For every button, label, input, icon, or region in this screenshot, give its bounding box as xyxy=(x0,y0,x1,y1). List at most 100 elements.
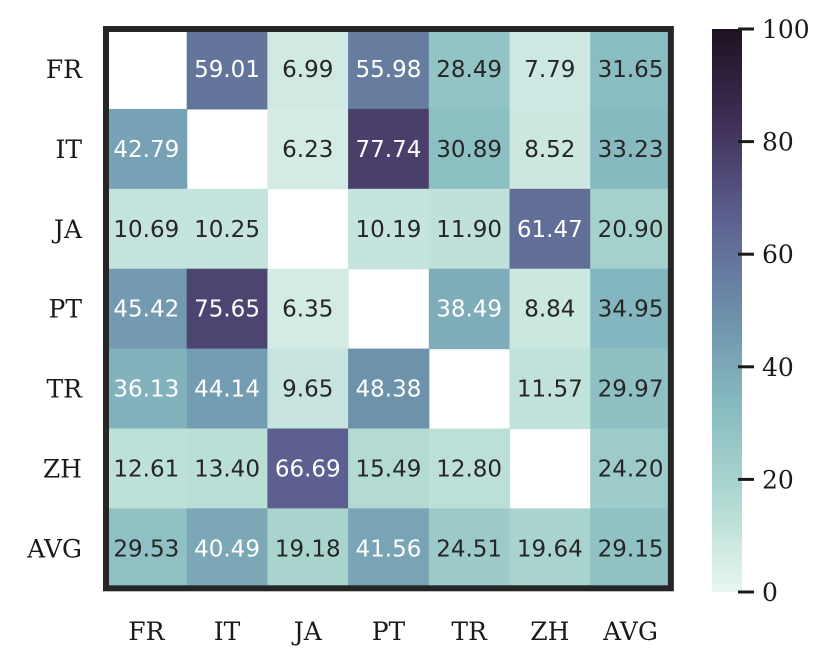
cell-value-label: 8.52 xyxy=(524,137,575,163)
cell-value-label: 10.19 xyxy=(356,217,422,243)
heatmap-cell-tr-ja xyxy=(267,348,349,430)
cell-value-label: 45.42 xyxy=(113,297,179,323)
heatmap-cell-avg-fr xyxy=(106,508,188,589)
cell-value-label: 28.49 xyxy=(436,57,502,83)
heatmap-cell-tr-zh xyxy=(509,348,591,430)
heatmap-cell-avg-pt xyxy=(348,508,430,589)
heatmap-cell-pt-zh xyxy=(509,268,591,350)
cell-value-label: 19.64 xyxy=(517,536,583,562)
heatmap-cell-ja-tr xyxy=(428,188,511,270)
cell-value-label: 10.25 xyxy=(194,217,260,243)
colorbar-tick-label: 100 xyxy=(762,15,810,44)
cell-value-label: 19.18 xyxy=(275,536,341,562)
cell-value-label: 29.15 xyxy=(598,536,664,562)
heatmap-cell-fr-ja xyxy=(267,29,349,110)
heatmap-cell-fr-avg xyxy=(590,29,672,110)
colorbar-tick-label: 0 xyxy=(762,578,778,607)
heatmap-cell-fr-pt xyxy=(348,29,430,110)
heatmap-cell-tr-it xyxy=(186,348,268,430)
heatmap-cell-zh-tr xyxy=(428,428,511,509)
heatmap-cell-ja-avg xyxy=(590,188,672,270)
heatmap-cell-ja-zh xyxy=(509,188,591,270)
heatmap-cell-pt-tr xyxy=(428,268,511,350)
heatmap-cell-it-fr xyxy=(106,108,188,190)
heatmap-cell-ja-pt xyxy=(348,188,430,270)
heatmap-cell-zh-ja xyxy=(267,428,349,509)
row-label-it: IT xyxy=(55,135,82,164)
row-label-pt: PT xyxy=(49,295,83,324)
heatmap-cell-it-avg xyxy=(590,108,672,190)
cell-value-label: 38.49 xyxy=(436,297,502,323)
row-label-avg: AVG xyxy=(26,534,82,563)
colorbar-ticks: 0 20 40 60 80 100 xyxy=(738,15,810,607)
cell-value-label: 24.51 xyxy=(436,536,502,562)
cell-value-label: 44.14 xyxy=(194,377,260,403)
heatmap-cell-pt-ja xyxy=(267,268,349,350)
cell-value-label: 20.90 xyxy=(598,217,664,243)
column-label-ja: JA xyxy=(291,617,323,646)
cell-value-label: 12.61 xyxy=(113,456,179,482)
cell-value-label: 41.56 xyxy=(356,536,422,562)
row-label-fr: FR xyxy=(46,55,83,84)
heatmap-cell-ja-it xyxy=(186,188,268,270)
cell-value-label: 36.13 xyxy=(113,377,179,403)
row-label-ja: JA xyxy=(51,215,83,244)
cell-value-label: 34.95 xyxy=(598,297,664,323)
cell-value-label: 11.90 xyxy=(436,217,502,243)
cell-value-label: 13.40 xyxy=(194,456,260,482)
colorbar-gradient xyxy=(712,29,742,592)
heatmap-cell-zh-avg xyxy=(590,428,672,509)
heatmap-cell-pt-it xyxy=(186,268,268,350)
heatmap-cell-avg-it xyxy=(186,508,268,589)
heatmap-cell-tr-avg xyxy=(590,348,672,430)
cell-value-label: 9.65 xyxy=(282,377,333,403)
column-label-fr: FR xyxy=(128,617,165,646)
heatmap-cell-tr-pt xyxy=(348,348,430,430)
cell-value-label: 31.65 xyxy=(598,57,664,83)
row-labels: FR IT JA PT TR ZH AVG xyxy=(26,55,83,563)
cell-value-label: 6.99 xyxy=(282,57,333,83)
column-label-zh: ZH xyxy=(530,617,569,646)
cell-value-label: 66.69 xyxy=(275,456,341,482)
heatmap-cell-it-tr xyxy=(428,108,511,190)
heatmap-cell-zh-fr xyxy=(106,428,188,509)
heatmap-cell-avg-ja xyxy=(267,508,349,589)
heatmap-cell-it-zh xyxy=(509,108,591,190)
colorbar-tick-label: 60 xyxy=(762,240,794,269)
heatmap-cell-fr-tr xyxy=(428,29,511,110)
heatmap-cell-avg-zh xyxy=(509,508,591,589)
column-label-tr: TR xyxy=(451,617,488,646)
cell-value-label: 8.84 xyxy=(524,297,575,323)
heatmap-cell-it-pt xyxy=(348,108,430,190)
cell-value-label: 55.98 xyxy=(356,57,422,83)
column-label-it: IT xyxy=(214,617,241,646)
colorbar-tick-label: 20 xyxy=(762,465,794,494)
cell-value-label: 33.23 xyxy=(598,137,664,163)
cell-value-label: 77.74 xyxy=(356,137,422,163)
colorbar-tick-label: 40 xyxy=(762,353,794,382)
heatmap-cell-fr-zh xyxy=(509,29,591,110)
heatmap-cell-zh-pt xyxy=(348,428,430,509)
heatmap-cell-pt-avg xyxy=(590,268,672,350)
heatmap-cell-zh-it xyxy=(186,428,268,509)
cell-value-label: 11.57 xyxy=(517,377,583,403)
cell-value-label: 42.79 xyxy=(113,137,179,163)
cell-value-label: 48.38 xyxy=(356,377,422,403)
cell-value-label: 75.65 xyxy=(194,297,260,323)
cell-value-label: 6.35 xyxy=(282,297,333,323)
heatmap-cell-tr-fr xyxy=(106,348,188,430)
cell-value-label: 6.23 xyxy=(282,137,333,163)
heatmap-cell-ja-fr xyxy=(106,188,188,270)
cell-value-label: 24.20 xyxy=(598,456,664,482)
column-label-avg: AVG xyxy=(602,617,658,646)
heatmap-cell-fr-it xyxy=(186,29,268,110)
column-labels: FR IT JA PT TR ZH AVG xyxy=(128,617,658,646)
heatmap-frame xyxy=(103,26,674,592)
cell-value-label: 15.49 xyxy=(356,456,422,482)
cell-value-label: 29.97 xyxy=(598,377,664,403)
row-label-tr: TR xyxy=(47,375,84,404)
cell-value-label: 12.80 xyxy=(436,456,502,482)
cell-value-label: 59.01 xyxy=(194,57,260,83)
cell-value-label: 40.49 xyxy=(194,536,260,562)
